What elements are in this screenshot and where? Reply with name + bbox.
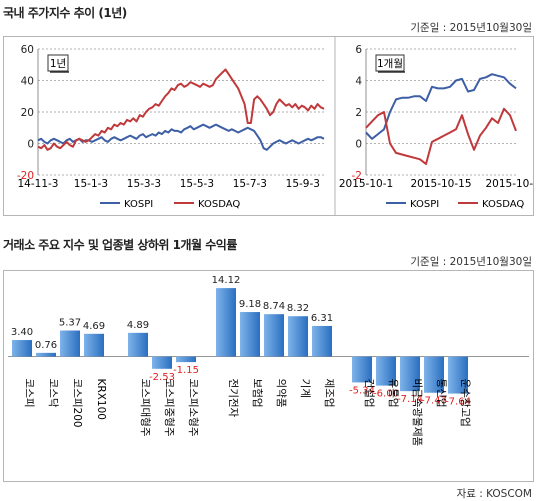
y-tick-label: 6 [355, 44, 362, 56]
bar-value-label: 8.74 [263, 301, 285, 312]
bar-value-label: -1.15 [173, 365, 199, 376]
y-tick-label: 20 [21, 107, 34, 119]
bar-value-label: 3.40 [11, 327, 33, 338]
returns-bar-chart: 3.40 코스피 0.76 코스닥 5.37 코스피200 4.69 KRX100 4.89 코스… [8, 275, 529, 446]
x-tick-label: 14-11-3 [18, 178, 59, 190]
category-label: KRX100 [95, 379, 107, 420]
legend-label-kosdaq: KOSDAQ [198, 199, 240, 210]
x-tick-label: 15-9-3 [286, 178, 320, 190]
bar-value-label: -5.34 [349, 385, 375, 396]
category-label: 코스닥 [47, 379, 59, 408]
inset-label-box [375, 54, 405, 72]
y-tick-label: 40 [21, 76, 34, 88]
bar [84, 333, 104, 357]
inset-label-text: 1년 [50, 58, 66, 70]
bar [448, 356, 468, 394]
category-label: 비금속광물제품 [411, 379, 423, 447]
category-label: 코스피소형주 [187, 379, 199, 437]
category-label: 보험업 [251, 379, 264, 408]
category-label: 코스피200 [71, 379, 83, 428]
source-note: 자료 : KOSCOM [456, 488, 532, 500]
category-label: 전기전자 [227, 379, 239, 418]
bar-value-label: 14.12 [212, 275, 241, 286]
series-line-kospi [37, 123, 325, 151]
bar [240, 312, 260, 357]
x-tick-label: 2015-10-29 [485, 178, 533, 190]
returns-panel: 3.40 코스피 0.76 코스닥 5.37 코스피200 4.69 KRX100 4.89 코스… [3, 270, 534, 482]
category-label: 제조업 [323, 379, 336, 408]
bar-value-label: 8.32 [287, 303, 309, 314]
bar [60, 330, 80, 357]
bar-value-label: 5.37 [59, 318, 81, 329]
section2-basis-date: 기준일 : 2015년10월30일 [410, 256, 532, 268]
bar-value-label: 4.89 [127, 320, 149, 331]
y-tick-label: 2 [355, 107, 362, 119]
section1-basis-date: 기준일 : 2015년10월30일 [410, 22, 532, 34]
category-label: 기계 [299, 379, 311, 398]
inset-label-box [47, 54, 69, 72]
y-tick-label: 60 [21, 44, 34, 56]
bar-value-label: -2.53 [149, 372, 175, 383]
legend: KOSPI KOSDAQ [100, 199, 240, 210]
series-line-kospi [365, 73, 517, 140]
x-tick-label: 2015-10-1 [339, 178, 393, 190]
y-tick-label: -20 [17, 170, 34, 182]
inset-label: 1개월 [375, 54, 405, 73]
section1-title: 국내 주가지수 추이 (1년) [3, 6, 127, 20]
section2-title: 거래소 주요 지수 및 업종별 상하위 1개월 수익률 [3, 238, 237, 252]
y-tick-label: -2 [352, 170, 362, 182]
bar [312, 325, 332, 357]
bar-value-label: 0.76 [35, 340, 57, 351]
category-label: 운수창고업 [459, 379, 472, 427]
bar [176, 356, 196, 363]
bar [352, 356, 372, 383]
bar [128, 332, 148, 357]
category-label: 통신업 [435, 379, 448, 408]
bar [216, 288, 236, 357]
legend: KOSPI KOSDAQ [386, 199, 524, 210]
legend-label-kospi: KOSPI [124, 199, 153, 210]
category-label: 의약품 [275, 379, 287, 408]
inset-label-text: 1개월 [377, 58, 403, 70]
bar-value-label: -7.64 [445, 397, 471, 408]
category-label: 코스피 [23, 379, 35, 408]
y-tick-label: 4 [355, 76, 362, 88]
bar-value-label: 4.69 [83, 321, 105, 332]
series-line-kosdaq [365, 107, 517, 165]
bar [424, 356, 444, 393]
bar [376, 356, 396, 386]
bar [152, 356, 172, 369]
bar [12, 340, 32, 357]
bar [36, 352, 56, 357]
category-label: 코스피중형주 [163, 379, 175, 437]
bar [264, 314, 284, 357]
x-tick-label: 15-7-3 [233, 178, 267, 190]
category-label: 건설업 [363, 379, 376, 408]
bar-value-label: 6.31 [311, 313, 333, 324]
bar-value-label: 9.18 [239, 299, 261, 310]
bar [288, 316, 308, 357]
x-tick-label: 15-5-3 [180, 178, 214, 190]
inset-label: 1년 [47, 54, 69, 73]
bar-value-label: -7.14 [397, 394, 423, 405]
y-tick-label: 0 [355, 139, 362, 151]
stock-index-trend-panel: 60 40 20 0 -20 14-11-3 15-1-3 15-3-3 15-5-3 15-7-… [3, 36, 538, 216]
bar-value-label: -7.47 [421, 396, 447, 407]
legend-label-kospi: KOSPI [410, 199, 439, 210]
x-tick-label: 2015-10-15 [410, 178, 471, 190]
y-tick-label: 0 [27, 139, 34, 151]
category-label: 유통업 [387, 379, 400, 408]
legend-label-kosdaq: KOSDAQ [482, 199, 524, 210]
category-label: 코스피대형주 [139, 379, 151, 437]
bar-value-label: -6.00 [373, 389, 399, 400]
bar [400, 356, 420, 392]
x-tick-label: 15-3-3 [127, 178, 161, 190]
series-line-kosdaq [37, 68, 325, 151]
x-tick-label: 15-1-3 [74, 178, 108, 190]
bar-chart: 3.40 코스피 0.76 코스닥 5.37 코스피200 4.69 KRX100 4.89 코스… [8, 275, 529, 446]
